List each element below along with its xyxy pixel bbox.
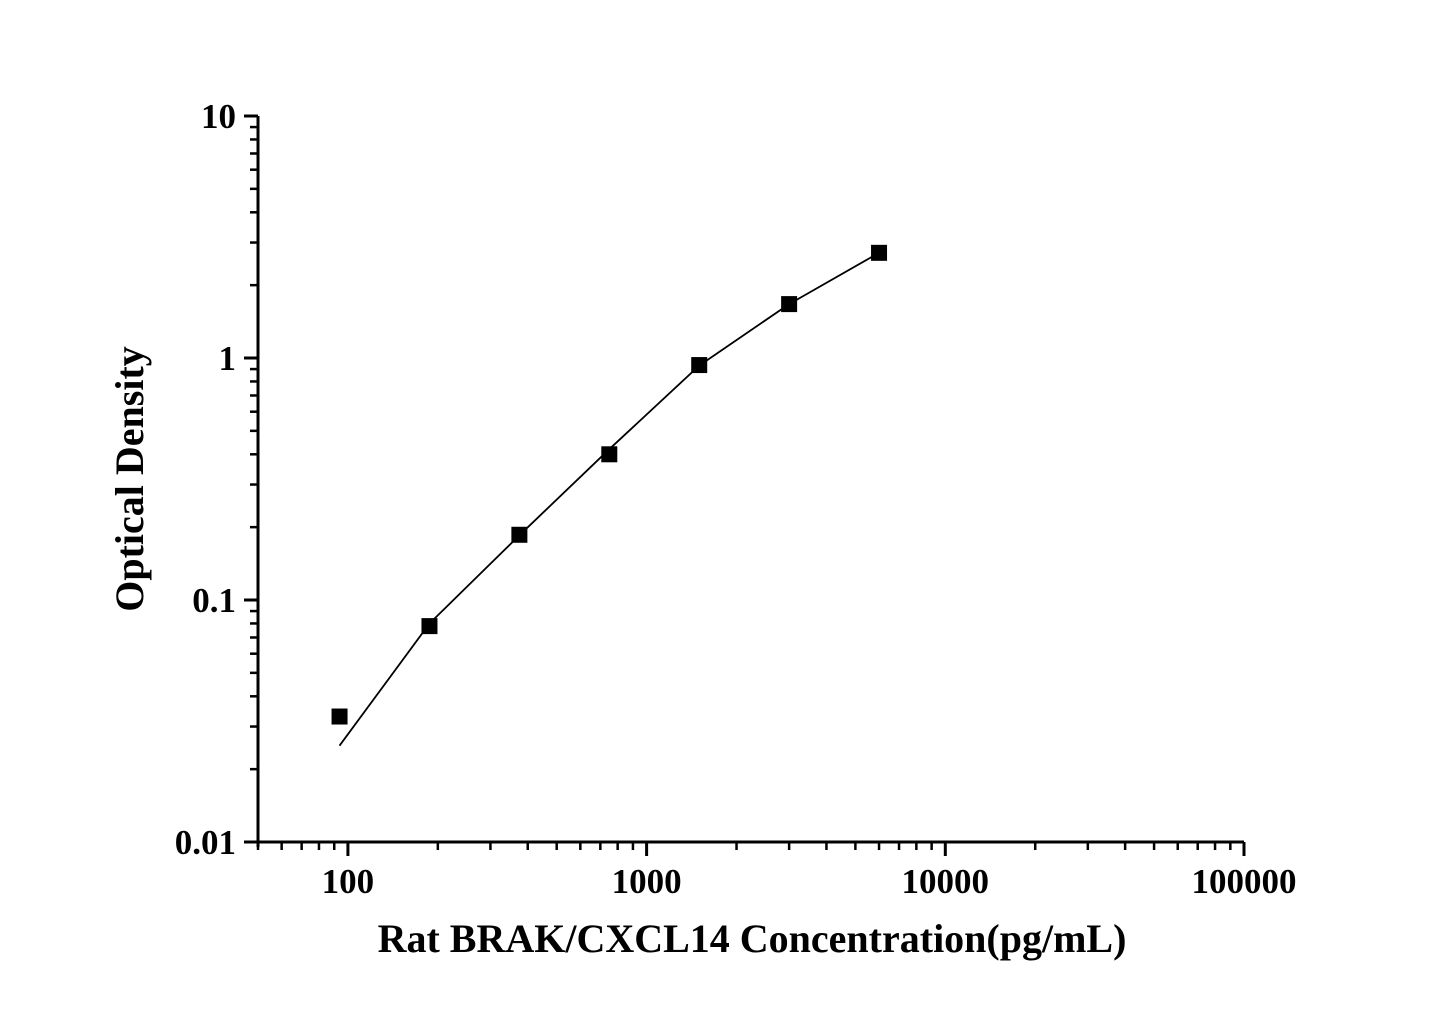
- data-point-marker: [601, 446, 618, 463]
- data-point-marker: [781, 296, 798, 313]
- y-axis: 0.01 0.1 1 10: [175, 97, 260, 862]
- data-points: [331, 244, 888, 725]
- y-tick-label: 0.1: [192, 581, 236, 620]
- x-tick-label: 100: [322, 862, 375, 901]
- data-point-marker: [421, 618, 438, 635]
- data-point-marker: [691, 357, 708, 374]
- data-point-marker: [511, 526, 528, 543]
- data-point-marker: [871, 244, 888, 261]
- y-tick-label: 0.01: [175, 823, 236, 862]
- x-tick-label: 1000: [612, 862, 682, 901]
- fitted-curve: [338, 252, 880, 747]
- y-tick-label: 10: [201, 97, 236, 136]
- x-axis-title: Rat BRAK/CXCL14 Concentration(pg/mL): [378, 916, 1127, 961]
- x-axis: 100 1000 10000 100000: [256, 840, 1297, 901]
- y-tick-label: 1: [219, 339, 237, 378]
- x-tick-label: 100000: [1192, 862, 1297, 901]
- data-point-marker: [331, 708, 348, 725]
- y-axis-title: Optical Density: [107, 346, 152, 612]
- x-tick-label: 10000: [902, 862, 990, 901]
